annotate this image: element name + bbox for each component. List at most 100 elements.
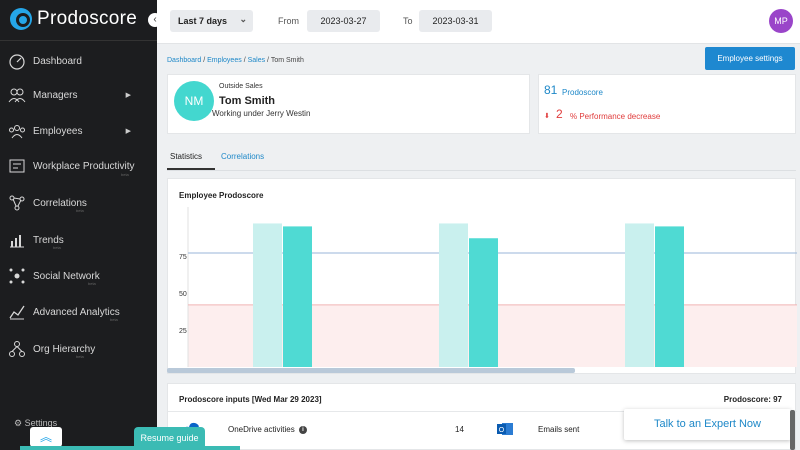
breadcrumb: Dashboard / Employees / Sales / Tom Smit… — [167, 57, 304, 64]
sidebar-item-label: Settings — [24, 418, 58, 428]
bar-series1-2 — [439, 223, 468, 367]
outlook-icon: O — [497, 423, 513, 435]
breadcrumb-employees[interactable]: Employees — [207, 57, 242, 64]
sidebar-item-label: Advanced Analytics — [33, 306, 120, 318]
y-tick-label: 25 — [179, 328, 187, 335]
correlations-icon — [8, 194, 26, 212]
sidebar-item-managers[interactable]: Managers ▶ — [8, 82, 153, 108]
prodoscore-card: 81 Prodoscore ⬇ 2 % Performance decrease — [538, 74, 796, 134]
sidebar-divider — [0, 40, 157, 41]
sidebar-item-label: Org Hierarchy — [33, 343, 96, 355]
sidebar-item-label: Dashboard — [33, 55, 82, 67]
social-network-icon — [8, 267, 26, 285]
scroll-top-button[interactable]: ︽ — [30, 427, 62, 447]
bar-series2-1 — [283, 226, 312, 367]
beta-label: beta — [110, 317, 118, 322]
sidebar: Prodoscore Dashboard Managers ▶ Employee… — [0, 0, 157, 450]
svg-text:O: O — [499, 427, 505, 434]
app-logo[interactable]: Prodoscore — [10, 8, 137, 30]
page-vertical-scrollbar[interactable] — [790, 410, 795, 450]
gauge-icon — [8, 52, 26, 70]
beta-label: beta — [53, 245, 61, 250]
chart-title: Employee Prodoscore — [179, 191, 264, 200]
period-select-value: Last 7 days — [178, 16, 228, 26]
onedrive-activities-label: OneDrive activities i — [228, 425, 307, 434]
breadcrumb-separator: / — [243, 57, 248, 64]
resume-guide-button[interactable]: Resume guide — [134, 427, 205, 450]
advanced-analytics-icon — [8, 303, 26, 321]
bar-series2-2 — [469, 238, 498, 367]
inputs-title: Prodoscore inputs [Wed Mar 29 2023] — [179, 395, 322, 404]
chart-horizontal-scrollbar[interactable] — [167, 368, 575, 373]
org-hierarchy-icon — [8, 340, 26, 358]
performance-change-label: % Performance decrease — [570, 112, 661, 121]
beta-label: beta — [88, 281, 96, 286]
sidebar-item-workplace-productivity[interactable]: Workplace Productivity beta — [8, 153, 153, 179]
double-chevron-up-icon: ︽ — [39, 430, 52, 444]
bar-series1-3 — [625, 223, 654, 367]
from-label: From — [278, 16, 299, 26]
tabs-divider — [167, 170, 796, 171]
sidebar-item-org-hierarchy[interactable]: Org Hierarchy beta — [8, 336, 153, 362]
sidebar-item-advanced-analytics[interactable]: Advanced Analytics beta — [8, 299, 153, 325]
onedrive-activities-text: OneDrive activities — [228, 425, 295, 434]
y-tick-label: 50 — [179, 291, 187, 298]
breadcrumb-separator: / — [267, 57, 271, 64]
beta-label: beta — [76, 208, 84, 213]
breadcrumb-sales[interactable]: Sales — [247, 57, 266, 64]
trends-icon — [8, 231, 26, 249]
productivity-icon — [8, 157, 26, 175]
sidebar-item-correlations[interactable]: Correlations beta — [8, 190, 153, 216]
bar-series2-3 — [655, 226, 684, 367]
sidebar-item-label: Correlations — [33, 197, 87, 209]
user-avatar[interactable]: MP — [769, 9, 793, 33]
talk-to-expert-button[interactable]: Talk to an Expert Now — [624, 409, 791, 440]
sidebar-item-employees[interactable]: Employees ▶ — [8, 118, 153, 144]
prodoscore-chart-card: Employee Prodoscore 25 50 75 — [167, 178, 797, 374]
sidebar-item-label: Trends — [33, 234, 64, 246]
tab-statistics[interactable]: Statistics — [170, 152, 203, 161]
employee-manager-line: Working under Jerry Westin — [212, 109, 311, 118]
beta-label: beta — [76, 354, 84, 359]
chevron-down-icon: ⌄ — [239, 14, 247, 24]
chevron-right-icon: ▶ — [125, 128, 131, 135]
employee-department: Outside Sales — [219, 83, 263, 90]
prodoscore-logo-icon — [10, 8, 32, 30]
collapse-sidebar-button[interactable]: ‹ — [148, 13, 162, 27]
top-bar: Last 7 days ⌄ From 2023-03-27 To 2023-03… — [157, 0, 800, 44]
to-date-input[interactable]: 2023-03-31 — [419, 10, 492, 32]
sidebar-item-social-network[interactable]: Social Network beta — [8, 263, 153, 289]
sidebar-item-label: Social Network — [33, 270, 100, 282]
prodoscore-chart: 25 50 75 — [179, 207, 797, 367]
onedrive-activities-count: 14 — [455, 425, 464, 434]
sidebar-item-trends[interactable]: Trends beta — [8, 227, 153, 253]
from-date-input[interactable]: 2023-03-27 — [307, 10, 380, 32]
employee-profile-card: NM Outside Sales Tom Smith Working under… — [167, 74, 530, 134]
gear-icon: ⚙ — [14, 418, 23, 428]
breadcrumb-dashboard[interactable]: Dashboard — [167, 57, 202, 64]
employee-settings-button[interactable]: Employee settings — [705, 47, 795, 70]
managers-icon — [8, 86, 26, 104]
inputs-prodoscore: Prodoscore: 97 — [723, 395, 782, 404]
sidebar-item-label: Workplace Productivity — [33, 160, 135, 172]
prodoscore-value: 81 — [544, 83, 558, 97]
arrow-down-icon: ⬇ — [544, 113, 550, 120]
breadcrumb-separator: / — [203, 57, 208, 64]
sidebar-item-label: Managers — [33, 89, 78, 101]
tab-correlations[interactable]: Correlations — [221, 152, 265, 161]
bottom-accent-bar — [20, 446, 240, 450]
employee-name: Tom Smith — [219, 95, 276, 107]
info-icon[interactable]: i — [298, 425, 307, 434]
chevron-right-icon: ▶ — [125, 92, 131, 99]
period-select[interactable]: Last 7 days ⌄ — [170, 10, 253, 32]
to-label: To — [403, 16, 413, 26]
active-tab-indicator — [167, 168, 215, 170]
app-name: Prodoscore — [37, 8, 138, 29]
performance-change-value: 2 — [556, 107, 563, 121]
prodoscore-label: Prodoscore — [562, 88, 603, 97]
sidebar-item-dashboard[interactable]: Dashboard — [8, 48, 153, 74]
y-tick-label: 75 — [179, 254, 187, 261]
bar-series1-1 — [253, 223, 282, 367]
sidebar-item-settings[interactable]: ⚙ Settings — [14, 418, 57, 429]
employee-avatar: NM — [174, 81, 214, 121]
